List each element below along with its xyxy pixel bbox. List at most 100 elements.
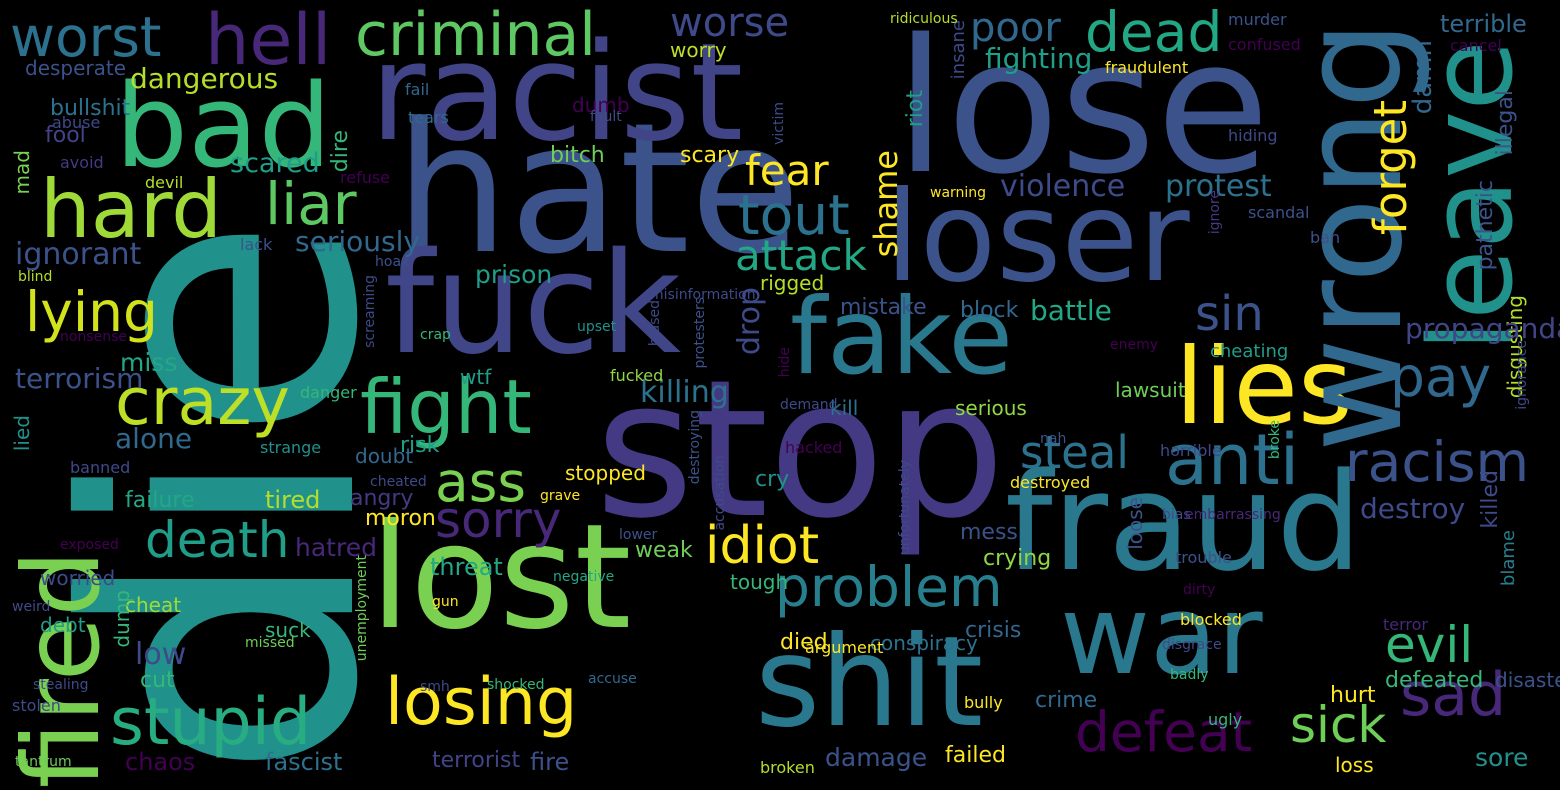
cloud-word: steal xyxy=(1020,426,1129,479)
cloud-word: broken xyxy=(760,758,815,777)
cloud-word: dangerous xyxy=(130,62,279,95)
cloud-word: bullshit xyxy=(50,96,131,121)
cloud-word: lost xyxy=(370,493,632,662)
cloud-word: racism xyxy=(1345,430,1530,494)
cloud-word: dumb xyxy=(572,93,630,117)
cloud-word: insane xyxy=(948,20,969,80)
cloud-word: defeat xyxy=(1075,700,1253,764)
cloud-word: ignorant xyxy=(15,237,142,272)
cloud-word: cheating xyxy=(1210,341,1289,362)
cloud-word: devil xyxy=(145,173,184,192)
cloud-word: fail xyxy=(405,80,430,99)
cloud-word: horrible xyxy=(1160,441,1222,460)
cloud-word: fraudulent xyxy=(1105,58,1189,77)
cloud-word: propaganda xyxy=(1405,312,1560,345)
cloud-word: destroy xyxy=(1360,492,1466,525)
cloud-word: cut xyxy=(140,668,175,693)
cloud-word: unfortunately xyxy=(897,460,913,556)
cloud-word: lack xyxy=(240,235,273,254)
cloud-word: hurt xyxy=(1330,683,1376,708)
cloud-word: alone xyxy=(115,422,193,455)
cloud-word: destroying xyxy=(687,410,703,485)
cloud-word: cry xyxy=(755,467,790,492)
cloud-word: murder xyxy=(1228,10,1287,29)
cloud-word: idiot xyxy=(705,516,820,576)
cloud-word: abuse xyxy=(52,113,101,132)
cloud-word: violence xyxy=(1000,169,1126,204)
cloud-word: miss xyxy=(120,348,178,377)
cloud-word: smh xyxy=(420,679,450,695)
cloud-word: scary xyxy=(680,143,740,168)
cloud-word: fighting xyxy=(985,42,1093,75)
cloud-word: weird xyxy=(12,599,51,615)
cloud-word: victim xyxy=(771,102,787,145)
cloud-word: criminal xyxy=(355,0,596,70)
cloud-word: anti xyxy=(1165,419,1300,501)
cloud-word: cancel xyxy=(1450,36,1502,55)
cloud-word: fraud xyxy=(1005,444,1363,601)
cloud-word: loss xyxy=(1335,753,1374,777)
cloud-word: war xyxy=(1060,571,1263,699)
cloud-word: gun xyxy=(432,594,459,610)
cloud-word: ass xyxy=(435,450,527,514)
cloud-word: mistake xyxy=(840,295,927,320)
cloud-word: crap xyxy=(420,327,451,343)
cloud-word: dump xyxy=(110,590,134,648)
cloud-word: defeated xyxy=(1385,668,1484,693)
cloud-word: attack xyxy=(735,231,867,280)
cloud-word: disgrace xyxy=(1162,637,1222,653)
cloud-word: loser xyxy=(885,165,1190,310)
cloud-word: fake xyxy=(790,276,1013,398)
cloud-word: fault xyxy=(590,109,622,125)
cloud-word: terrorist xyxy=(432,748,521,773)
cloud-word: battle xyxy=(1030,294,1112,327)
cloud-word: bully xyxy=(964,693,1003,712)
cloud-word: kill xyxy=(830,396,859,420)
cloud-word: desperate xyxy=(25,56,127,80)
cloud-word: crisis xyxy=(965,618,1022,643)
cloud-word: dead xyxy=(1085,0,1223,64)
cloud-word: crying xyxy=(983,546,1052,571)
cloud-word: trouble xyxy=(1175,548,1232,567)
cloud-word: tired xyxy=(265,486,321,514)
cloud-word: lying xyxy=(25,280,158,344)
cloud-word: suck xyxy=(265,618,311,642)
cloud-word: hacked xyxy=(785,438,843,457)
cloud-word: lawsuit xyxy=(1115,378,1186,402)
cloud-word: illegal xyxy=(1493,90,1518,156)
cloud-word: dirty xyxy=(1183,582,1216,598)
cloud-word: biased xyxy=(647,300,663,347)
cloud-word: crazy xyxy=(115,365,290,440)
cloud-word: sad xyxy=(1400,660,1507,730)
cloud-word: chaos xyxy=(125,748,196,776)
cloud-word: stolen xyxy=(12,696,61,715)
cloud-word: strange xyxy=(260,438,322,457)
cloud-word: cheat xyxy=(125,593,182,617)
cloud-word: block xyxy=(960,298,1019,323)
cloud-word: racist xyxy=(370,14,744,171)
cloud-word: destroyed xyxy=(1010,473,1091,492)
cloud-word: hate xyxy=(395,85,801,294)
cloud-word: sorry xyxy=(435,491,562,549)
cloud-word: enemy xyxy=(1110,337,1159,353)
cloud-word: broke xyxy=(1267,420,1283,460)
cloud-word: avoid xyxy=(60,153,104,172)
cloud-word: damn xyxy=(1408,40,1438,115)
cloud-word: terrorism xyxy=(15,362,144,395)
cloud-word: grave xyxy=(540,488,581,504)
cloud-word: fire xyxy=(530,748,570,776)
cloud-word: riot xyxy=(903,90,928,128)
cloud-word: stopped xyxy=(565,461,646,485)
cloud-word: worry xyxy=(670,38,727,62)
cloud-word: terrible xyxy=(1440,10,1527,38)
cloud-word: mad xyxy=(10,150,34,195)
cloud-word: upset xyxy=(577,319,617,335)
cloud-word: danger xyxy=(300,383,357,402)
cloud-word: embarrassing xyxy=(1185,507,1281,523)
cloud-word: dire xyxy=(328,130,353,173)
cloud-word: hard xyxy=(40,163,222,256)
cloud-word: accuse xyxy=(588,671,637,687)
cloud-word: sore xyxy=(1475,743,1529,772)
cloud-word: screaming xyxy=(362,275,378,348)
cloud-word: scared xyxy=(230,148,320,179)
